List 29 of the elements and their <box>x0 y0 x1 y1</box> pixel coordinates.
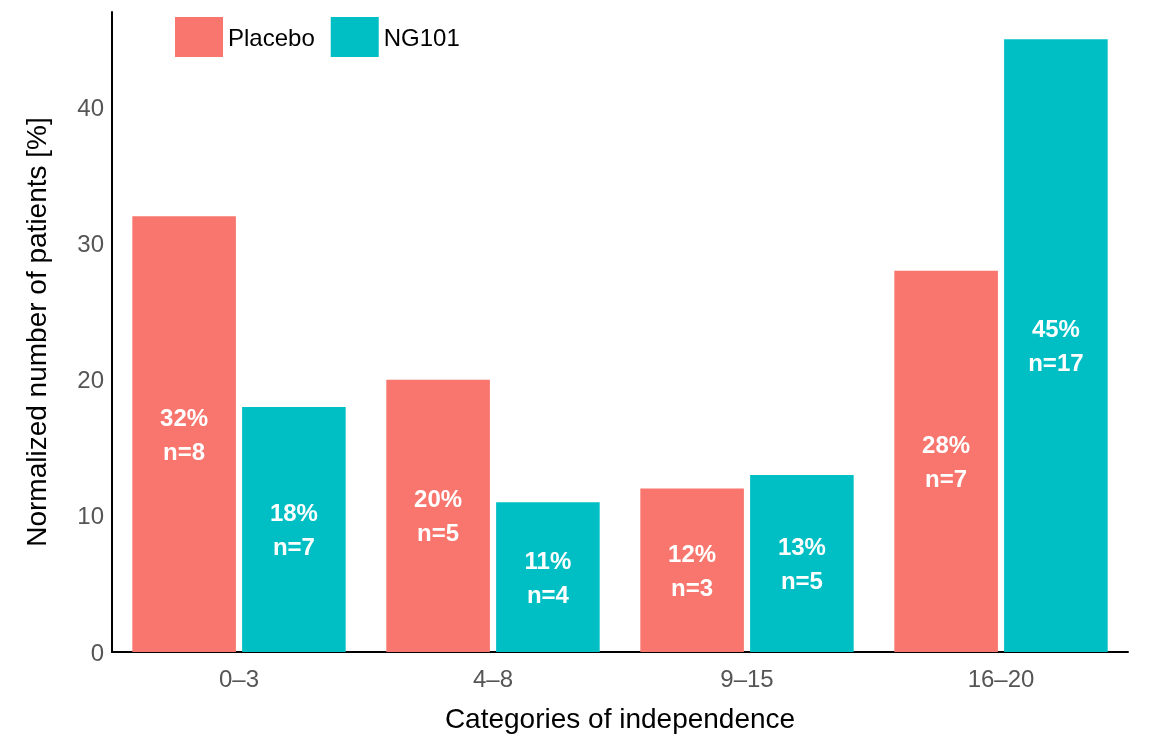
bar <box>1004 39 1108 652</box>
data-label: 18% n=7 <box>269 498 318 560</box>
y-tick-label: 40 <box>77 93 104 121</box>
y-axis-title: Normalized number of patients [%] <box>20 117 52 547</box>
y-tick-label: 0 <box>90 638 104 666</box>
data-label: 11% n=4 <box>524 546 572 608</box>
bar <box>640 488 744 652</box>
bar <box>132 216 236 652</box>
bar <box>750 474 854 652</box>
data-label: 28% n=7 <box>922 430 971 492</box>
x-tick-label: 16–20 <box>967 664 1035 692</box>
data-label: 32% n=8 <box>160 403 209 465</box>
x-tick-label: 4–8 <box>472 664 514 692</box>
bar <box>242 406 346 652</box>
y-tick-label: 30 <box>77 229 104 257</box>
legend-label: Placebo <box>228 23 315 51</box>
bar <box>386 379 490 652</box>
bar <box>894 270 998 652</box>
legend-label: NG101 <box>383 23 460 51</box>
y-tick-label: 20 <box>77 366 104 394</box>
data-label: 12% n=3 <box>668 539 717 601</box>
data-label: 45% n=17 <box>1028 315 1084 377</box>
data-label: 20% n=5 <box>414 485 463 547</box>
bar <box>496 502 600 652</box>
x-tick-label: 0–3 <box>218 664 260 692</box>
y-tick-label: 10 <box>77 502 104 530</box>
x-tick-label: 9–15 <box>720 664 774 692</box>
x-axis-title: Categories of independence <box>444 702 796 734</box>
data-label: 13% n=5 <box>777 532 826 594</box>
